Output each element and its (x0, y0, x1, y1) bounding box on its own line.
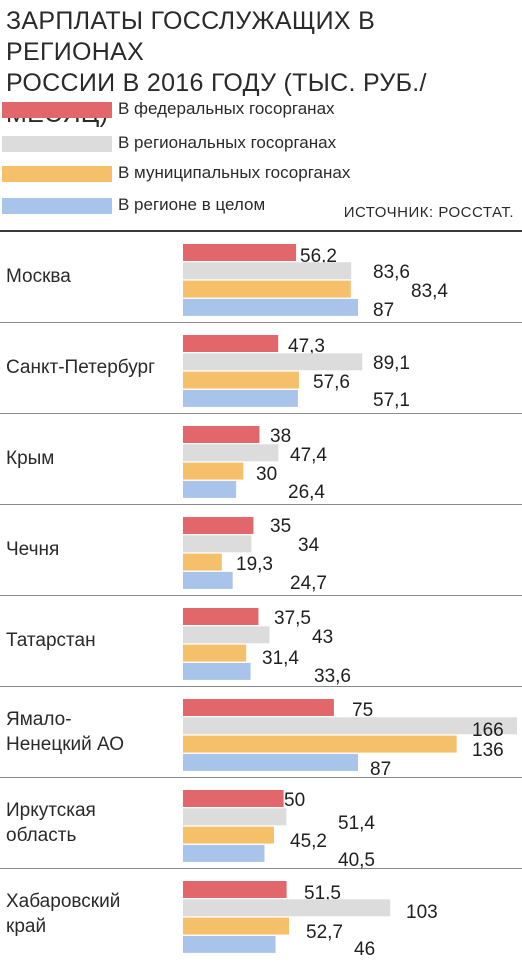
data-label: 166 (472, 720, 504, 741)
data-label: 30 (256, 464, 277, 485)
data-label: 31,4 (262, 648, 299, 669)
group-divider (0, 595, 522, 596)
data-label: 83,4 (411, 281, 448, 302)
bar (183, 881, 287, 898)
group-divider (0, 868, 522, 869)
data-label: 51,5 (304, 883, 341, 904)
group-divider (0, 504, 522, 505)
region-label: Хабаровский край (6, 890, 121, 937)
bar (183, 699, 334, 716)
bar (183, 644, 247, 662)
bar (183, 790, 284, 807)
bar (183, 389, 298, 407)
bar (183, 717, 517, 735)
region-label: Иркутская область (6, 799, 96, 846)
legend: В федеральных госорганах В региональных … (0, 96, 522, 226)
bar (183, 899, 391, 917)
data-label: 87 (373, 300, 394, 321)
data-label: 51,4 (338, 813, 375, 834)
legend-label-federal: В федеральных госорганах (118, 99, 335, 118)
data-label: 24,7 (290, 573, 327, 594)
region-label: Чечня (6, 539, 60, 560)
bar (183, 753, 359, 771)
data-label: 33,6 (314, 666, 351, 687)
bar (183, 371, 299, 389)
data-label: 83,6 (373, 262, 410, 283)
data-label: 56,2 (300, 246, 337, 267)
group-divider (0, 686, 522, 687)
bar (183, 426, 260, 443)
bar (183, 335, 279, 352)
bar (183, 808, 287, 826)
data-label: 40,5 (338, 850, 375, 871)
divider-top (0, 230, 522, 232)
bar (183, 298, 359, 316)
bar (183, 917, 290, 935)
legend-label-municipal: В муниципальных госорганах (118, 163, 351, 182)
data-label: 45,2 (290, 831, 327, 852)
data-label: 103 (406, 902, 438, 923)
bar (183, 662, 251, 680)
bar (183, 844, 265, 862)
legend-swatch-region-total (2, 198, 112, 214)
bar (183, 535, 252, 553)
legend-label-regional: В региональных госорганах (118, 133, 337, 152)
legend-swatch-regional (2, 136, 112, 152)
legend-item-municipal: В муниципальных госорганах (0, 162, 400, 184)
bar (183, 571, 233, 589)
data-label: 34 (298, 535, 320, 556)
bar (183, 626, 270, 644)
region-label: Москва (6, 266, 71, 287)
bar (183, 444, 279, 462)
bar (183, 262, 352, 280)
region-label: Татарстан (6, 630, 96, 651)
data-label: 47,4 (290, 445, 327, 466)
bar (183, 935, 276, 953)
legend-item-region-total: В регионе в целом (0, 194, 400, 216)
data-label: 89,1 (373, 353, 410, 374)
bar (183, 244, 297, 261)
group-divider (0, 322, 522, 323)
data-label: 47,3 (288, 336, 325, 357)
data-label: 37,5 (274, 608, 311, 629)
data-label: 136 (472, 740, 504, 761)
bar (183, 462, 244, 480)
bar (183, 553, 222, 571)
data-label: 57,6 (313, 372, 350, 393)
legend-swatch-federal (2, 102, 112, 118)
source-note: ИСТОЧНИК: РОССТАТ. (343, 204, 514, 221)
group-divider (0, 777, 522, 778)
data-label: 19,3 (236, 554, 273, 575)
data-label: 26,4 (288, 482, 325, 503)
data-label: 57,1 (373, 390, 410, 411)
bar (183, 480, 237, 498)
legend-item-federal: В федеральных госорганах (0, 98, 400, 120)
data-label: 35 (270, 516, 291, 537)
data-label: 75 (352, 700, 373, 721)
chart-title-line-1: ЗАРПЛАТЫ ГОССЛУЖАЩИХ В РЕГИОНАХ (6, 7, 376, 66)
data-label: 43 (312, 627, 333, 648)
legend-label-region-total: В регионе в целом (118, 195, 266, 214)
legend-item-regional: В региональных госорганах (0, 132, 400, 154)
data-label: 38 (270, 426, 291, 447)
legend-swatch-municipal (2, 166, 112, 182)
region-label: Ямало- Ненецкий АО (6, 708, 125, 755)
data-label: 46 (354, 939, 375, 960)
group-divider (0, 413, 522, 414)
bar (183, 608, 259, 625)
region-label: Крым (6, 448, 55, 469)
bar (183, 353, 363, 371)
bar (183, 517, 254, 534)
bar (183, 826, 274, 844)
bar (183, 735, 457, 753)
data-label: 87 (370, 759, 391, 780)
data-label: 50 (284, 790, 305, 811)
region-label: Санкт-Петербург (6, 357, 156, 378)
data-label: 52,7 (306, 922, 343, 943)
bar (183, 280, 351, 298)
